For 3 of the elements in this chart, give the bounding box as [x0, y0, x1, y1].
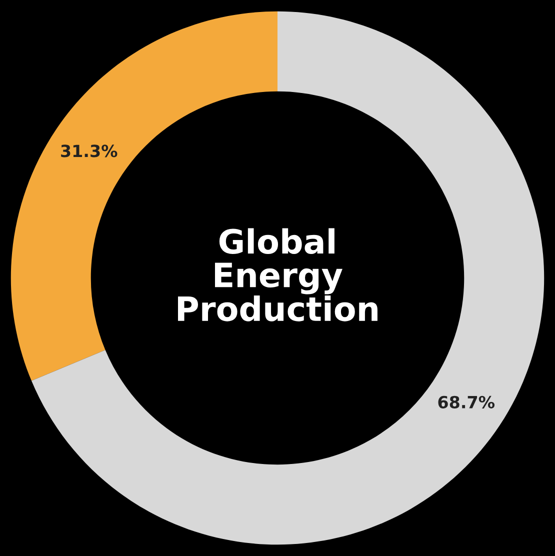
data-label: 68.7% [438, 396, 495, 408]
text: Global Energy Production [178, 228, 378, 322]
data-label: 31.3% [61, 144, 118, 158]
